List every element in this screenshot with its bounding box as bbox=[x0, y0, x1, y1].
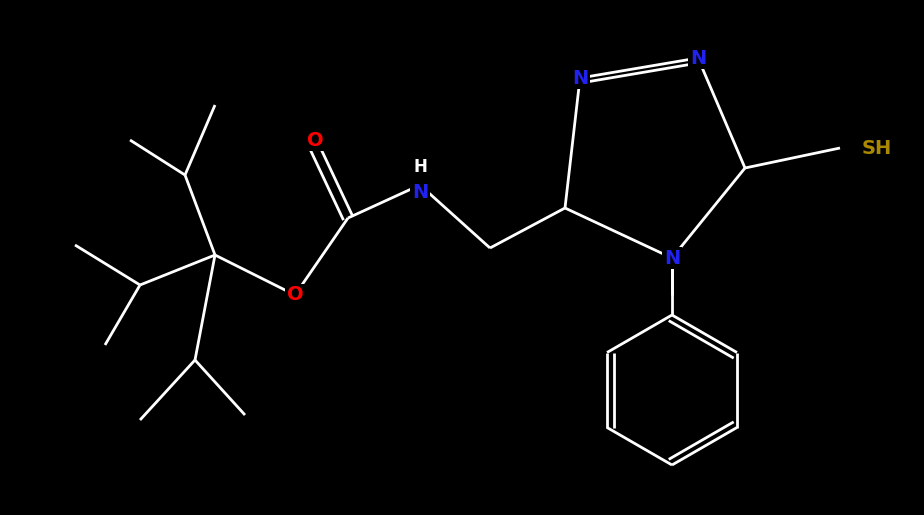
Text: SH: SH bbox=[862, 139, 893, 158]
Text: N: N bbox=[690, 48, 706, 67]
Text: N: N bbox=[572, 68, 588, 88]
Text: H: H bbox=[413, 158, 427, 176]
Text: O: O bbox=[286, 285, 303, 304]
Text: N: N bbox=[663, 249, 680, 267]
Text: O: O bbox=[307, 130, 323, 149]
Text: N: N bbox=[412, 183, 428, 202]
